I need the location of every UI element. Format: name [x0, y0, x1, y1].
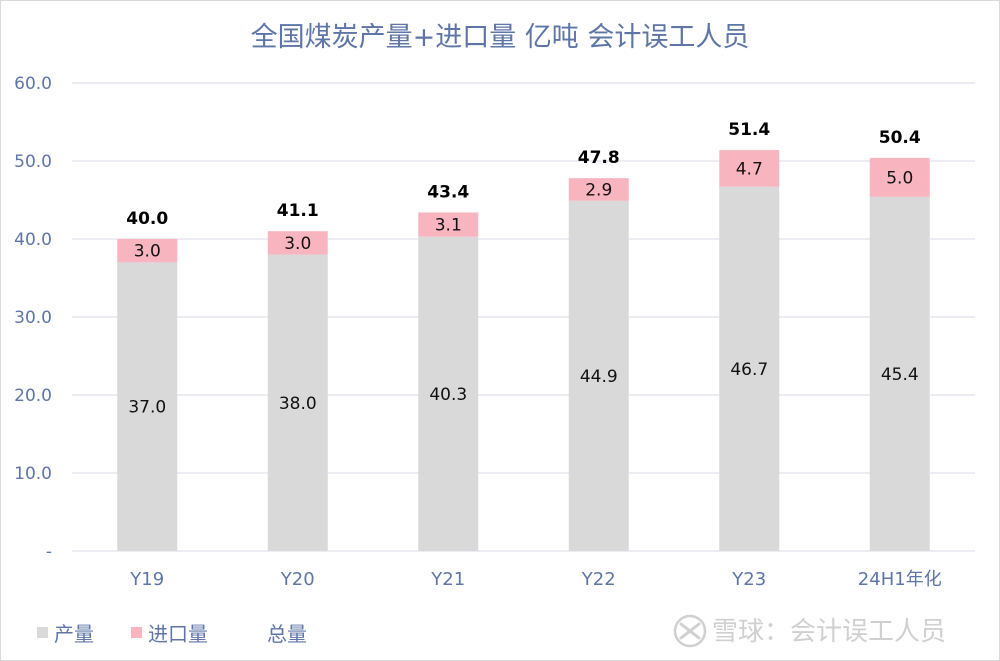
y-tick-label: 30.0 — [14, 308, 52, 328]
data-label-production: 46.7 — [730, 360, 768, 380]
legend: 产量 进口量 总量 — [37, 622, 307, 646]
legend-label-imports: 进口量 — [148, 622, 208, 646]
bar-production — [719, 186, 780, 552]
x-tick-label: Y20 — [280, 569, 315, 590]
data-label-total: 50.4 — [879, 128, 921, 148]
gridlines — [72, 82, 975, 552]
data-label-imports: 3.1 — [435, 216, 462, 236]
bar-production — [568, 200, 629, 551]
y-tick-label: 20.0 — [14, 386, 52, 406]
y-axis-ticks: - 10.0 20.0 30.0 40.0 50.0 60.0 — [14, 74, 52, 562]
bars — [117, 150, 930, 552]
bar-imports — [568, 178, 629, 201]
legend-swatch-production — [37, 627, 48, 638]
watermark: 雪球：会计误工人员 — [673, 614, 946, 648]
bar-production — [117, 262, 178, 551]
data-label-production: 40.3 — [429, 385, 467, 405]
bar-imports — [418, 212, 479, 237]
data-label-imports: 4.7 — [736, 159, 763, 179]
data-label-total: 41.1 — [277, 201, 319, 221]
bar-imports — [117, 239, 178, 263]
data-label-total: 47.8 — [578, 148, 620, 168]
data-label-production: 44.9 — [580, 367, 618, 387]
y-tick-label: - — [46, 542, 52, 562]
bar-imports — [719, 150, 780, 187]
bar-imports — [267, 231, 328, 255]
data-label-production: 37.0 — [128, 398, 166, 418]
data-label-total: 43.4 — [427, 182, 469, 202]
y-tick-label: 10.0 — [14, 464, 52, 484]
data-label-total: 40.0 — [126, 209, 168, 229]
bar-production — [267, 254, 328, 551]
data-label-imports: 3.0 — [134, 242, 161, 262]
x-tick-label: Y19 — [129, 569, 164, 590]
watermark-text: 雪球：会计误工人员 — [712, 617, 946, 647]
y-tick-label: 50.0 — [14, 152, 52, 172]
x-tick-label: Y23 — [731, 569, 766, 590]
chart-title: 全国煤炭产量+进口量 亿吨 会计误工人员 — [251, 22, 750, 53]
y-tick-label: 40.0 — [14, 230, 52, 250]
x-tick-label: 24H1年化 — [858, 569, 942, 590]
data-labels: 37.0 3.0 40.0 38.0 3.0 41.1 40.3 3.1 43.4 44.9 2.9… — [126, 120, 921, 418]
legend-label-production: 产量 — [54, 622, 94, 646]
x-tick-label: Y21 — [430, 569, 465, 590]
bar-production — [418, 236, 479, 551]
legend-swatch-imports — [131, 627, 142, 638]
data-label-imports: 3.0 — [284, 234, 311, 254]
data-label-imports: 2.9 — [585, 180, 612, 200]
data-label-total: 51.4 — [728, 120, 770, 140]
x-tick-label: Y22 — [581, 569, 616, 590]
y-tick-label: 60.0 — [14, 74, 52, 94]
data-label-imports: 5.0 — [886, 168, 913, 188]
bar-imports — [869, 157, 930, 197]
bar-production — [869, 196, 930, 551]
legend-label-total: 总量 — [267, 622, 307, 646]
x-axis-ticks: Y19 Y20 Y21 Y22 Y23 24H1年化 — [129, 569, 941, 590]
snowball-logo-icon — [673, 614, 707, 648]
data-label-production: 45.4 — [881, 365, 919, 385]
data-label-production: 38.0 — [279, 394, 317, 414]
